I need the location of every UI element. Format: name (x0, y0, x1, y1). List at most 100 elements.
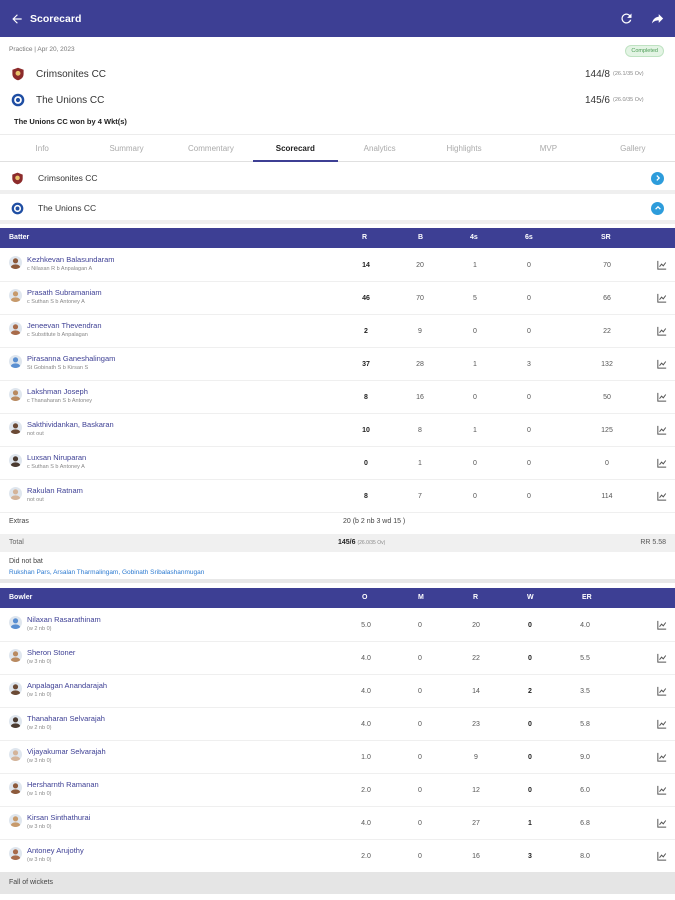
stat-r: 2 (364, 328, 368, 335)
stat-r: 8 (364, 493, 368, 500)
batter-name[interactable]: Kezhkevan Balasundaram (27, 255, 115, 264)
player-avatar (9, 289, 22, 302)
arrow-left-icon[interactable] (10, 12, 24, 26)
stats-chart-icon[interactable] (657, 785, 667, 795)
bowler-name[interactable]: Sheron Stoner (27, 648, 76, 657)
did-not-bat: Did not bat Rukshan Pars, Arsalan Tharma… (0, 553, 675, 583)
stats-chart-icon[interactable] (657, 851, 667, 861)
stats-chart-icon[interactable] (657, 458, 667, 468)
tab-scorecard[interactable]: Scorecard (253, 135, 338, 162)
stat-o: 2.0 (361, 787, 371, 794)
header-balls: B (418, 234, 424, 241)
stats-chart-icon[interactable] (657, 260, 667, 270)
share-icon[interactable] (650, 11, 665, 26)
bowler-name[interactable]: Hersharnth Ramanan (27, 780, 99, 789)
bowler-name[interactable]: Antoney Arujothy (27, 846, 84, 855)
stats-chart-icon[interactable] (657, 620, 667, 630)
stat-r: 8 (364, 394, 368, 401)
bowler-name[interactable]: Vijayakumar Selvarajah (27, 747, 106, 756)
tab-info[interactable]: Info (35, 144, 49, 153)
stat-b: 9 (418, 328, 422, 335)
stat-m: 0 (418, 787, 422, 794)
stat-sr: 66 (603, 295, 611, 302)
stats-chart-icon[interactable] (657, 491, 667, 501)
stats-chart-icon[interactable] (657, 293, 667, 303)
player-avatar (9, 388, 22, 401)
stat-w: 0 (528, 787, 532, 794)
stats-chart-icon[interactable] (657, 752, 667, 762)
batter-name[interactable]: Sakthividankan, Baskaran (27, 420, 114, 429)
team-logo-icon (11, 93, 25, 107)
batter-name[interactable]: Jeneevan Thevendran (27, 321, 102, 330)
stat-o: 1.0 (361, 754, 371, 761)
stats-chart-icon[interactable] (657, 818, 667, 828)
team-name: Crimsonites CC (38, 173, 98, 183)
stat-m: 0 (418, 622, 422, 629)
player-avatar (9, 649, 22, 662)
batter-name[interactable]: Pirasanna Ganeshalingam (27, 354, 116, 363)
fall-of-wickets-bar[interactable]: Fall of wickets (0, 872, 675, 894)
team-name: Crimsonites CC (36, 68, 107, 80)
stat-b: 28 (416, 361, 424, 368)
player-avatar (9, 616, 22, 629)
bowler-name[interactable]: Kirsan Sinthathurai (27, 813, 91, 822)
stat-fours: 5 (473, 295, 477, 302)
player-avatar (9, 256, 22, 269)
total-label: Total (9, 539, 24, 546)
refresh-icon[interactable] (619, 11, 634, 26)
batting-table-header: Batter R B 4s 6s SR (0, 228, 675, 248)
header-overs: O (362, 594, 368, 601)
stat-r: 14 (362, 262, 370, 269)
stats-chart-icon[interactable] (657, 392, 667, 402)
player-avatar (9, 487, 22, 500)
stat-r: 0 (364, 460, 368, 467)
dismissal-text: c Thanaharan S b Antoney (27, 398, 93, 404)
player-avatar (9, 421, 22, 434)
stat-b: 1 (418, 460, 422, 467)
page-title: Scorecard (30, 12, 82, 25)
stats-chart-icon[interactable] (657, 719, 667, 729)
batter-name[interactable]: Rakulan Ratnam (27, 486, 83, 495)
stat-sr: 114 (601, 493, 613, 500)
stat-sr: 50 (603, 394, 611, 401)
header-bowler: Bowler (9, 594, 33, 601)
total-score-value: 145/6 (338, 539, 356, 546)
header-batter: Batter (9, 234, 30, 241)
bowler-extras: (w 1 nb 0) (27, 791, 52, 797)
bowler-name[interactable]: Anpalagan Anandarajah (27, 681, 108, 690)
batter-name[interactable]: Luxsan Niruparan (27, 453, 87, 462)
stat-r: 16 (472, 853, 480, 860)
chevron-up-icon[interactable] (651, 201, 664, 215)
did-not-bat-players[interactable]: Rukshan Pars, Arsalan Tharmalingam, Gobi… (9, 569, 205, 576)
tab-summary[interactable]: Summary (109, 144, 144, 153)
tab-commentary[interactable]: Commentary (188, 144, 234, 153)
stats-chart-icon[interactable] (657, 326, 667, 336)
stats-chart-icon[interactable] (657, 686, 667, 696)
header-economy: ER (582, 594, 592, 601)
table-row: Lakshman Joseph c Thanaharan S b Antoney 8… (0, 381, 675, 414)
stats-chart-icon[interactable] (657, 653, 667, 663)
stat-m: 0 (418, 853, 422, 860)
stats-chart-icon[interactable] (657, 425, 667, 435)
team-innings-toggle[interactable]: The Unions CC (0, 196, 675, 224)
batter-name[interactable]: Lakshman Joseph (27, 387, 88, 396)
stat-sixes: 0 (527, 295, 531, 302)
stat-sr: 0 (605, 460, 609, 467)
header-fours: 4s (470, 234, 478, 241)
chevron-right-icon[interactable] (651, 171, 664, 185)
header-sr: SR (601, 234, 611, 241)
tab-mvp[interactable]: MVP (539, 144, 558, 153)
batter-name[interactable]: Prasath Subramaniam (27, 288, 102, 297)
stat-m: 0 (418, 655, 422, 662)
tab-gallery[interactable]: Gallery (620, 144, 646, 153)
team-innings-toggle[interactable]: Crimsonites CC (0, 166, 675, 194)
stat-r: 14 (472, 688, 480, 695)
bowler-name[interactable]: Thanaharan Selvarajah (27, 714, 105, 723)
stats-chart-icon[interactable] (657, 359, 667, 369)
tab-highlights[interactable]: Highlights (446, 144, 482, 153)
bowler-name[interactable]: Nilaxan Rasarathinam (27, 615, 101, 624)
tab-analytics[interactable]: Analytics (363, 144, 396, 153)
stat-w: 0 (528, 754, 532, 761)
total-overs: (26.0/35 Ov) (357, 540, 386, 546)
bowler-extras: (w 2 nb 0) (27, 626, 52, 632)
